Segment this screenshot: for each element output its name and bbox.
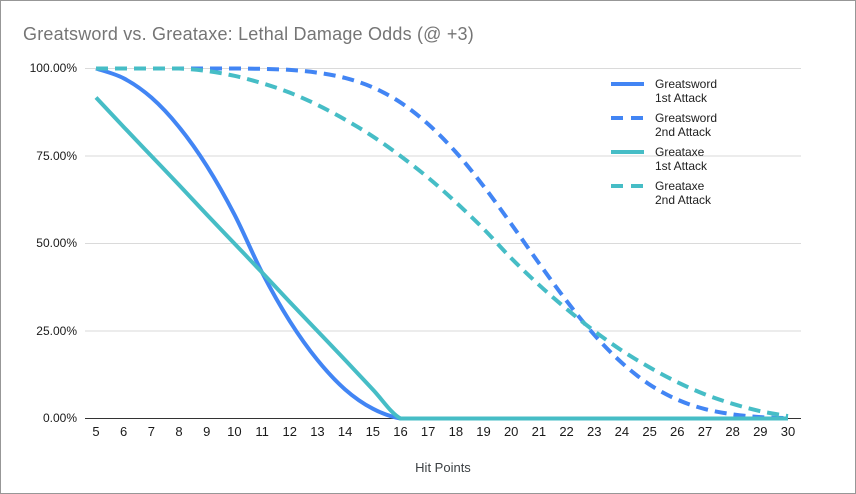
legend-label-line2: 2nd Attack	[655, 193, 712, 207]
x-axis-title: Hit Points	[415, 460, 471, 475]
series-line-greataxe-1st-attack[interactable]	[94, 96, 788, 421]
x-tick-label: 28	[725, 424, 740, 439]
x-tick-label: 24	[614, 424, 630, 439]
x-tick-label: 15	[365, 424, 381, 439]
legend-item-greatsword-1st-attack[interactable]: Greatsword 1st Attack	[611, 77, 717, 105]
x-tick-label: 20	[503, 424, 519, 439]
x-tick-label: 29	[753, 424, 768, 439]
x-tick-label: 16	[393, 424, 408, 439]
legend-swatch-dashed-line-icon	[611, 184, 644, 188]
x-tick-label: 7	[147, 424, 155, 439]
legend-item-greataxe-1st-attack[interactable]: Greataxe 1st Attack	[611, 145, 717, 173]
legend-label-line2: 1st Attack	[655, 159, 708, 173]
x-tick-label: 18	[448, 424, 464, 439]
x-tick-label: 14	[337, 424, 353, 439]
y-tick-label: 100.00%	[29, 61, 77, 75]
x-tick-label: 13	[310, 424, 325, 439]
legend-label-line1: Greataxe	[655, 179, 705, 193]
x-tick-label: 9	[203, 424, 211, 439]
series-line-greatsword-2nd-attack[interactable]	[96, 66, 789, 421]
x-tick-label: 12	[282, 424, 297, 439]
legend-swatch-solid-line-icon	[611, 82, 644, 86]
legend: Greatsword 1st Attack Greatsword 2nd Att…	[611, 77, 717, 213]
chart-title: Greatsword vs. Greataxe: Lethal Damage O…	[23, 24, 474, 44]
x-tick-label: 5	[92, 424, 100, 439]
x-tick-label: 8	[175, 424, 183, 439]
legend-item-greataxe-2nd-attack[interactable]: Greataxe 2nd Attack	[611, 179, 717, 207]
y-tick-label: 50.00%	[36, 236, 77, 250]
x-tick-label: 17	[420, 424, 436, 439]
x-tick-label: 21	[531, 424, 547, 439]
x-tick-label: 6	[120, 424, 128, 439]
legend-label-line1: Greataxe	[655, 145, 705, 159]
x-tick-label: 11	[255, 424, 269, 439]
x-tick-label: 25	[642, 424, 657, 439]
legend-label-line1: Greatsword	[655, 77, 718, 91]
legend-label-line2: 2nd Attack	[655, 125, 712, 139]
y-tick-label: 25.00%	[36, 323, 77, 338]
legend-swatch-dashed-line-icon	[611, 116, 644, 120]
legend-label-line1: Greatsword	[655, 111, 718, 125]
x-tick-label: 26	[670, 424, 685, 439]
y-tick-label: 0.00%	[42, 411, 77, 425]
x-tick-label: 19	[476, 424, 491, 439]
legend-label-line2: 1st Attack	[655, 91, 708, 105]
x-tick-label: 10	[227, 424, 242, 439]
legend-item-greatsword-2nd-attack[interactable]: Greatsword 2nd Attack	[611, 111, 717, 139]
legend-swatch-solid-line-icon	[611, 150, 644, 154]
x-tick-label: 22	[559, 424, 574, 439]
x-tick-label: 23	[587, 424, 602, 439]
y-tick-label: 75.00%	[36, 148, 77, 163]
x-tick-label: 30	[780, 424, 796, 439]
x-tick-label: 27	[697, 424, 713, 439]
